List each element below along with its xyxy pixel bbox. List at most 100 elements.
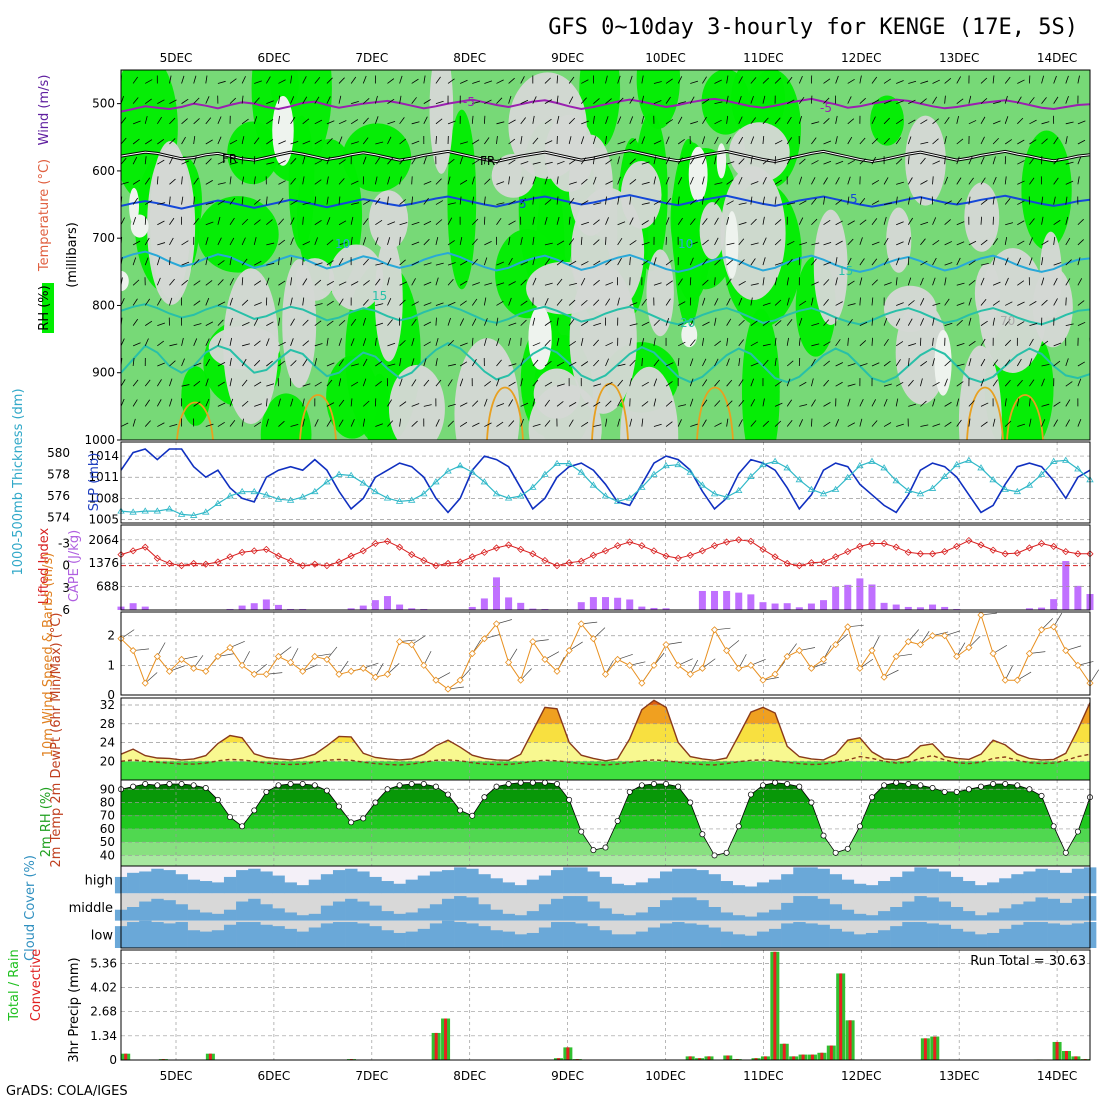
wind-barb bbox=[181, 136, 186, 145]
wind-barb bbox=[1053, 157, 1060, 165]
wind-barb bbox=[302, 156, 306, 165]
wind-barb bbox=[411, 78, 419, 84]
wind-barb bbox=[1077, 120, 1086, 125]
wind-barb bbox=[653, 100, 662, 105]
wind-barb bbox=[593, 359, 600, 367]
wind-barb bbox=[702, 196, 704, 205]
rh-low-patch bbox=[526, 261, 601, 315]
wind-barb bbox=[484, 282, 493, 286]
precip-tick: 4.02 bbox=[90, 981, 117, 995]
wind-barb bbox=[665, 421, 673, 427]
rh-point bbox=[917, 782, 924, 789]
wind-barb bbox=[471, 400, 479, 407]
wind-barb bbox=[605, 259, 612, 266]
wind-barb bbox=[629, 337, 632, 346]
wind-barb bbox=[726, 179, 734, 185]
rh-point bbox=[420, 781, 427, 787]
wind10m-panel: 210 bbox=[107, 611, 1100, 702]
cloud-bar-high bbox=[938, 871, 952, 894]
wind-barb bbox=[266, 76, 271, 84]
rh-tick: 60 bbox=[100, 822, 115, 836]
wind-barb bbox=[629, 240, 637, 246]
wind-barb bbox=[496, 181, 505, 185]
wind-barb bbox=[217, 402, 226, 407]
wind-barb bbox=[471, 238, 478, 246]
wind-barb bbox=[944, 378, 948, 387]
rh-point bbox=[529, 779, 536, 786]
rh-point bbox=[445, 791, 451, 798]
cape-bar bbox=[735, 592, 743, 610]
wind-barb bbox=[726, 161, 735, 165]
wind-barb bbox=[956, 419, 962, 427]
cloud-bar-middle bbox=[332, 901, 346, 921]
rh-high-patch bbox=[342, 123, 412, 192]
cloud-bar-middle bbox=[1011, 904, 1024, 921]
wind-barb bbox=[387, 176, 391, 185]
wind-barb bbox=[169, 398, 173, 407]
li-point bbox=[492, 544, 501, 552]
wind-barb bbox=[508, 420, 515, 427]
wind-barb-10m bbox=[871, 636, 880, 651]
wind-barb bbox=[956, 363, 965, 367]
temp-tick: 28 bbox=[100, 717, 115, 731]
wind-barb bbox=[1017, 379, 1023, 387]
thickness-point bbox=[202, 508, 210, 515]
wind-barb bbox=[702, 176, 705, 185]
wind-barb bbox=[399, 418, 402, 427]
wind-barb bbox=[956, 241, 965, 246]
cloud-bar-low bbox=[623, 934, 637, 948]
wind-barb bbox=[980, 338, 986, 347]
thickness-point bbox=[274, 495, 283, 502]
wind-barb bbox=[617, 399, 622, 407]
cloud-bar-low bbox=[1035, 922, 1048, 948]
rh-very-low-patch bbox=[688, 146, 708, 203]
rh-point bbox=[142, 781, 149, 787]
wind-barb bbox=[968, 297, 972, 306]
wind-barb bbox=[799, 242, 808, 246]
li-point bbox=[880, 539, 888, 548]
thickness-point bbox=[698, 481, 707, 488]
wind-speed-point bbox=[226, 644, 234, 652]
wind-barb bbox=[665, 259, 673, 266]
wind-barb bbox=[1041, 257, 1044, 266]
wind-barb bbox=[605, 75, 608, 84]
slp-line bbox=[120, 448, 1091, 514]
wind-barb bbox=[459, 300, 467, 306]
li-point bbox=[299, 562, 307, 570]
wind-barb bbox=[314, 139, 322, 145]
wind-barb bbox=[1004, 116, 1009, 124]
thickness-point bbox=[626, 494, 634, 501]
wind-barb bbox=[944, 176, 949, 185]
wind-barb bbox=[229, 317, 233, 326]
wind-barb bbox=[350, 281, 359, 286]
li-point bbox=[1050, 542, 1058, 551]
wind-barb bbox=[653, 140, 662, 145]
wind-barb bbox=[411, 140, 420, 145]
wind-barb bbox=[871, 279, 878, 286]
wind-barb bbox=[229, 337, 233, 346]
rh-point bbox=[1038, 792, 1045, 799]
wind-barb bbox=[617, 379, 624, 387]
wind-barb bbox=[617, 297, 620, 306]
precip-tick: 1.34 bbox=[90, 1029, 117, 1043]
wind-barb bbox=[290, 257, 293, 266]
wind-barb bbox=[459, 378, 464, 387]
wind-barb bbox=[883, 317, 888, 326]
wind-barb bbox=[1017, 220, 1025, 226]
wind-barb bbox=[447, 339, 455, 347]
precip-frame bbox=[120, 949, 1091, 1061]
thickness-point bbox=[771, 457, 779, 464]
wind-barb bbox=[593, 98, 600, 104]
wind-barb bbox=[326, 362, 335, 367]
li-point bbox=[420, 556, 428, 565]
wind-barb bbox=[253, 97, 260, 104]
wind-speed-point bbox=[589, 635, 597, 643]
wind-barb bbox=[1017, 117, 1024, 125]
rh-tick: 40 bbox=[100, 848, 115, 862]
cloud-bar-middle bbox=[478, 904, 491, 921]
cloud-bar-middle bbox=[623, 915, 637, 921]
wind-barb bbox=[653, 81, 662, 84]
wind-barb bbox=[835, 419, 840, 427]
cloud-bar-high bbox=[732, 885, 746, 894]
